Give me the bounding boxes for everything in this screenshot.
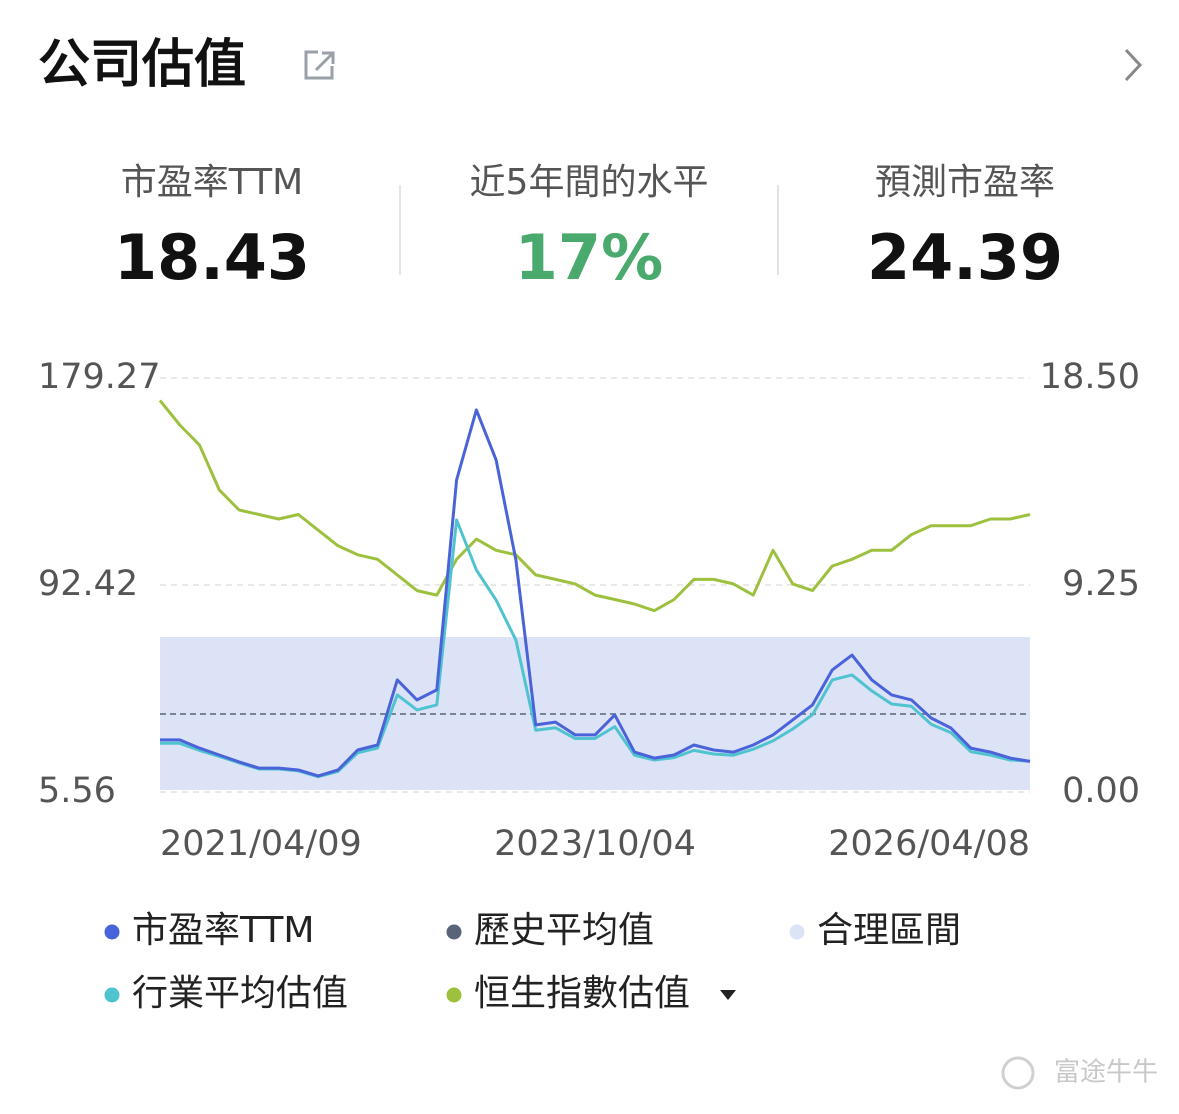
dropdown-arrow[interactable] — [720, 990, 736, 1000]
y2-tick-label: 0.00 — [1062, 771, 1140, 811]
share-icon-arrow — [314, 51, 335, 72]
section-title: 公司估值 — [38, 35, 246, 95]
legend-swatch — [446, 987, 462, 1003]
legend-swatch — [104, 987, 120, 1003]
legend-swatch — [104, 924, 120, 940]
legend-swatch — [446, 924, 462, 940]
x-tick-label: 2026/04/08 — [828, 824, 1030, 864]
share-icon[interactable] — [304, 50, 335, 80]
stat-value: 18.43 — [114, 221, 310, 294]
chart: 179.27 92.42 5.56 18.50 9.25 0.00 2021/04/09 20… — [38, 357, 1140, 864]
y-tick-label: 179.27 — [38, 357, 160, 397]
series-line — [158, 399, 1031, 613]
y2-tick-label: 9.25 — [1062, 564, 1140, 604]
legend-swatch — [789, 924, 805, 940]
stat-label: 近5年間的水平 — [470, 162, 709, 203]
watermark-logo — [1001, 1056, 1035, 1090]
share-icon-box — [304, 50, 334, 80]
legend-item[interactable]: 合理區間 — [789, 910, 962, 951]
legend-item[interactable]: 歷史平均值 — [446, 910, 655, 951]
y-tick-label: 5.56 — [38, 771, 116, 811]
chevron[interactable] — [1124, 48, 1143, 82]
y2-tick-label: 18.50 — [1040, 357, 1140, 397]
legend-label: 市盈率TTM — [132, 910, 314, 951]
legend-label: 行業平均估值 — [132, 973, 348, 1014]
stat-value: 24.39 — [867, 221, 1063, 294]
legend-item[interactable]: 市盈率TTM — [104, 910, 315, 951]
legend-label: 歷史平均值 — [474, 910, 654, 951]
series-line — [160, 408, 1031, 778]
stat-label: 市盈率TTM — [121, 162, 303, 203]
legend-item[interactable]: 行業平均估值 — [104, 973, 349, 1014]
y-tick-label: 92.42 — [38, 564, 138, 604]
watermark: 富途牛牛 — [1054, 1058, 1158, 1088]
x-tick-label: 2023/10/04 — [494, 824, 696, 864]
stat-value: 17% — [515, 221, 663, 294]
legend-label: 合理區間 — [817, 910, 961, 951]
stat-label: 預測市盈率 — [875, 162, 1055, 203]
x-tick-label: 2021/04/09 — [160, 824, 362, 864]
legend-label: 恒生指數估值 — [474, 973, 690, 1014]
legend-item[interactable]: 恒生指數估值 — [446, 973, 691, 1014]
